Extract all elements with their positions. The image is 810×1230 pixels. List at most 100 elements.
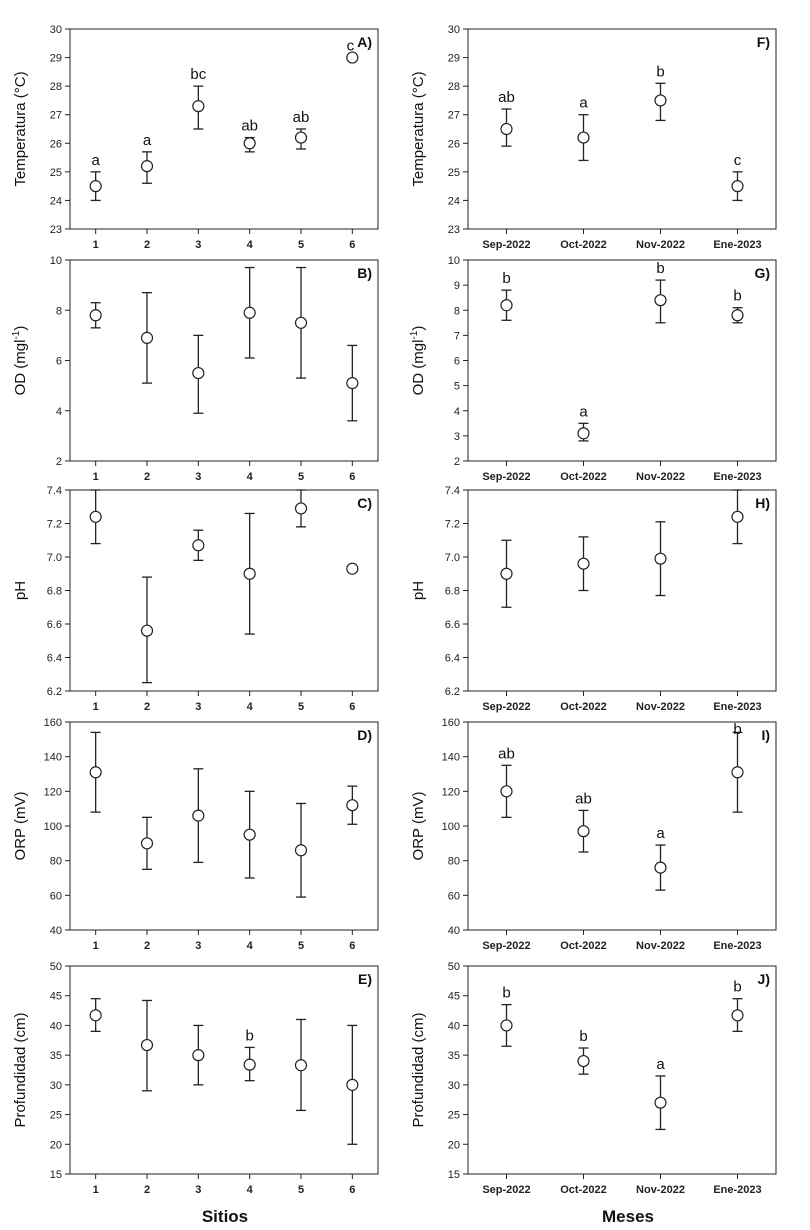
data-point: [731, 510, 744, 523]
y-axis-label: ORP (mV): [410, 792, 427, 861]
y-tick-label: 160: [442, 717, 460, 729]
y-tick-label: 50: [448, 961, 460, 973]
x-tick-label: 3: [195, 940, 201, 952]
y-tick-label: 40: [50, 925, 62, 937]
y-tick-label: 3: [454, 431, 460, 443]
y-tick-label: 120: [442, 786, 460, 798]
y-tick-label: 7.4: [445, 485, 460, 497]
panel-label: C): [357, 495, 372, 511]
significance-letter: ab: [241, 118, 258, 135]
significance-letter: b: [245, 1027, 253, 1044]
y-tick-label: 60: [50, 890, 62, 902]
data-point: [346, 377, 359, 390]
y-axis-label: Profundidad (cm): [12, 1012, 29, 1127]
y-tick-label: 30: [50, 24, 62, 36]
y-tick-label: 4: [56, 406, 62, 418]
data-point: [89, 180, 102, 193]
y-tick-label: 40: [50, 1020, 62, 1032]
panel-label: F): [757, 34, 770, 50]
x-tick-label: 4: [247, 1184, 254, 1196]
y-axis-label: Temperatura (°C): [410, 71, 427, 186]
x-tick-label: 6: [349, 1184, 355, 1196]
y-tick-label: 26: [50, 138, 62, 150]
y-tick-label: 45: [50, 991, 62, 1003]
x-tick-label: 4: [247, 940, 254, 952]
data-point: [192, 539, 205, 552]
x-tick-label: 6: [349, 701, 355, 713]
plot-frame: [467, 965, 777, 1175]
data-point: [500, 122, 513, 136]
y-tick-label: 100: [442, 821, 460, 833]
significance-letter: b: [733, 721, 741, 738]
x-tick-label: Nov-2022: [636, 239, 685, 251]
y-tick-label: 7: [454, 330, 460, 342]
y-tick-label: 7.2: [445, 519, 460, 531]
data-point: [346, 799, 359, 812]
significance-letter: a: [91, 152, 100, 169]
data-point: [346, 562, 359, 575]
y-tick-label: 24: [50, 195, 62, 207]
significance-letter: a: [656, 825, 665, 842]
y-tick-label: 7.0: [445, 552, 460, 564]
x-tick-label: Sep-2022: [482, 1184, 530, 1196]
y-tick-label: 30: [448, 24, 460, 36]
data-point: [731, 309, 744, 322]
data-point: [500, 1019, 513, 1032]
chart-panel-g: 2 3 4 5 6 7 8 9 10 Sep-2022 Oct-2022 Nov-2022 Ene-20…: [409, 255, 777, 483]
x-tick-label: Ene-2023: [713, 940, 761, 952]
y-tick-label: 7.0: [47, 552, 62, 564]
data-point: [577, 427, 590, 440]
y-tick-label: 9: [454, 280, 460, 292]
significance-letter: b: [502, 985, 510, 1002]
y-tick-label: 6.8: [47, 586, 62, 598]
x-tick-label: Ene-2023: [713, 701, 761, 713]
data-point: [577, 131, 590, 144]
chart-panel-f: 23 24 25 26 27 28 29 30 Sep-2022 Oct-2022 Nov-2022…: [410, 24, 777, 251]
y-tick-label: 25: [448, 1110, 460, 1122]
data-point: [731, 1009, 744, 1022]
y-tick-label: 60: [448, 890, 460, 902]
data-point: [500, 299, 513, 312]
panel-label: D): [357, 727, 372, 743]
y-tick-label: 80: [50, 856, 62, 868]
significance-letter: b: [656, 260, 664, 277]
data-point: [89, 766, 102, 779]
x-tick-label: Sep-2022: [482, 471, 530, 483]
y-tick-label: 4: [454, 406, 460, 418]
y-tick-label: 27: [448, 110, 460, 122]
data-point: [243, 137, 256, 150]
x-tick-label: Ene-2023: [713, 471, 761, 483]
y-tick-label: 15: [448, 1169, 460, 1181]
x-tick-label: 2: [144, 239, 150, 251]
y-axis-label: Temperatura (°C): [12, 71, 29, 186]
x-tick-label: Sep-2022: [482, 940, 530, 952]
data-point: [294, 131, 308, 144]
x-tick-label: 6: [349, 940, 355, 952]
y-tick-label: 29: [448, 53, 460, 65]
x-tick-label: 6: [349, 471, 355, 483]
data-point: [192, 366, 205, 380]
data-point: [294, 316, 308, 329]
y-axis-label: pH: [410, 581, 427, 600]
y-tick-label: 35: [50, 1050, 62, 1062]
x-tick-label: Oct-2022: [560, 1184, 606, 1196]
x-tick-label: 5: [298, 471, 304, 483]
x-tick-label: Sep-2022: [482, 239, 530, 251]
y-tick-label: 10: [448, 255, 460, 267]
y-tick-label: 6.4: [445, 653, 460, 665]
chart-panel-i: 40 60 80 100 120 140 160 Sep-2022 Oct-2022 Nov-20…: [410, 717, 777, 952]
y-axis-label: Profundidad (cm): [410, 1012, 427, 1127]
plot-frame: [69, 721, 379, 931]
y-tick-label: 50: [50, 961, 62, 973]
plot-frame: [467, 259, 777, 462]
significance-letter: a: [656, 1056, 665, 1073]
y-tick-label: 6.8: [445, 586, 460, 598]
plot-frame: [467, 28, 777, 230]
data-point: [140, 331, 154, 344]
y-tick-label: 25: [50, 167, 62, 179]
x-tick-label: 2: [144, 701, 150, 713]
data-point: [654, 861, 667, 874]
x-tick-label: 4: [247, 701, 254, 713]
